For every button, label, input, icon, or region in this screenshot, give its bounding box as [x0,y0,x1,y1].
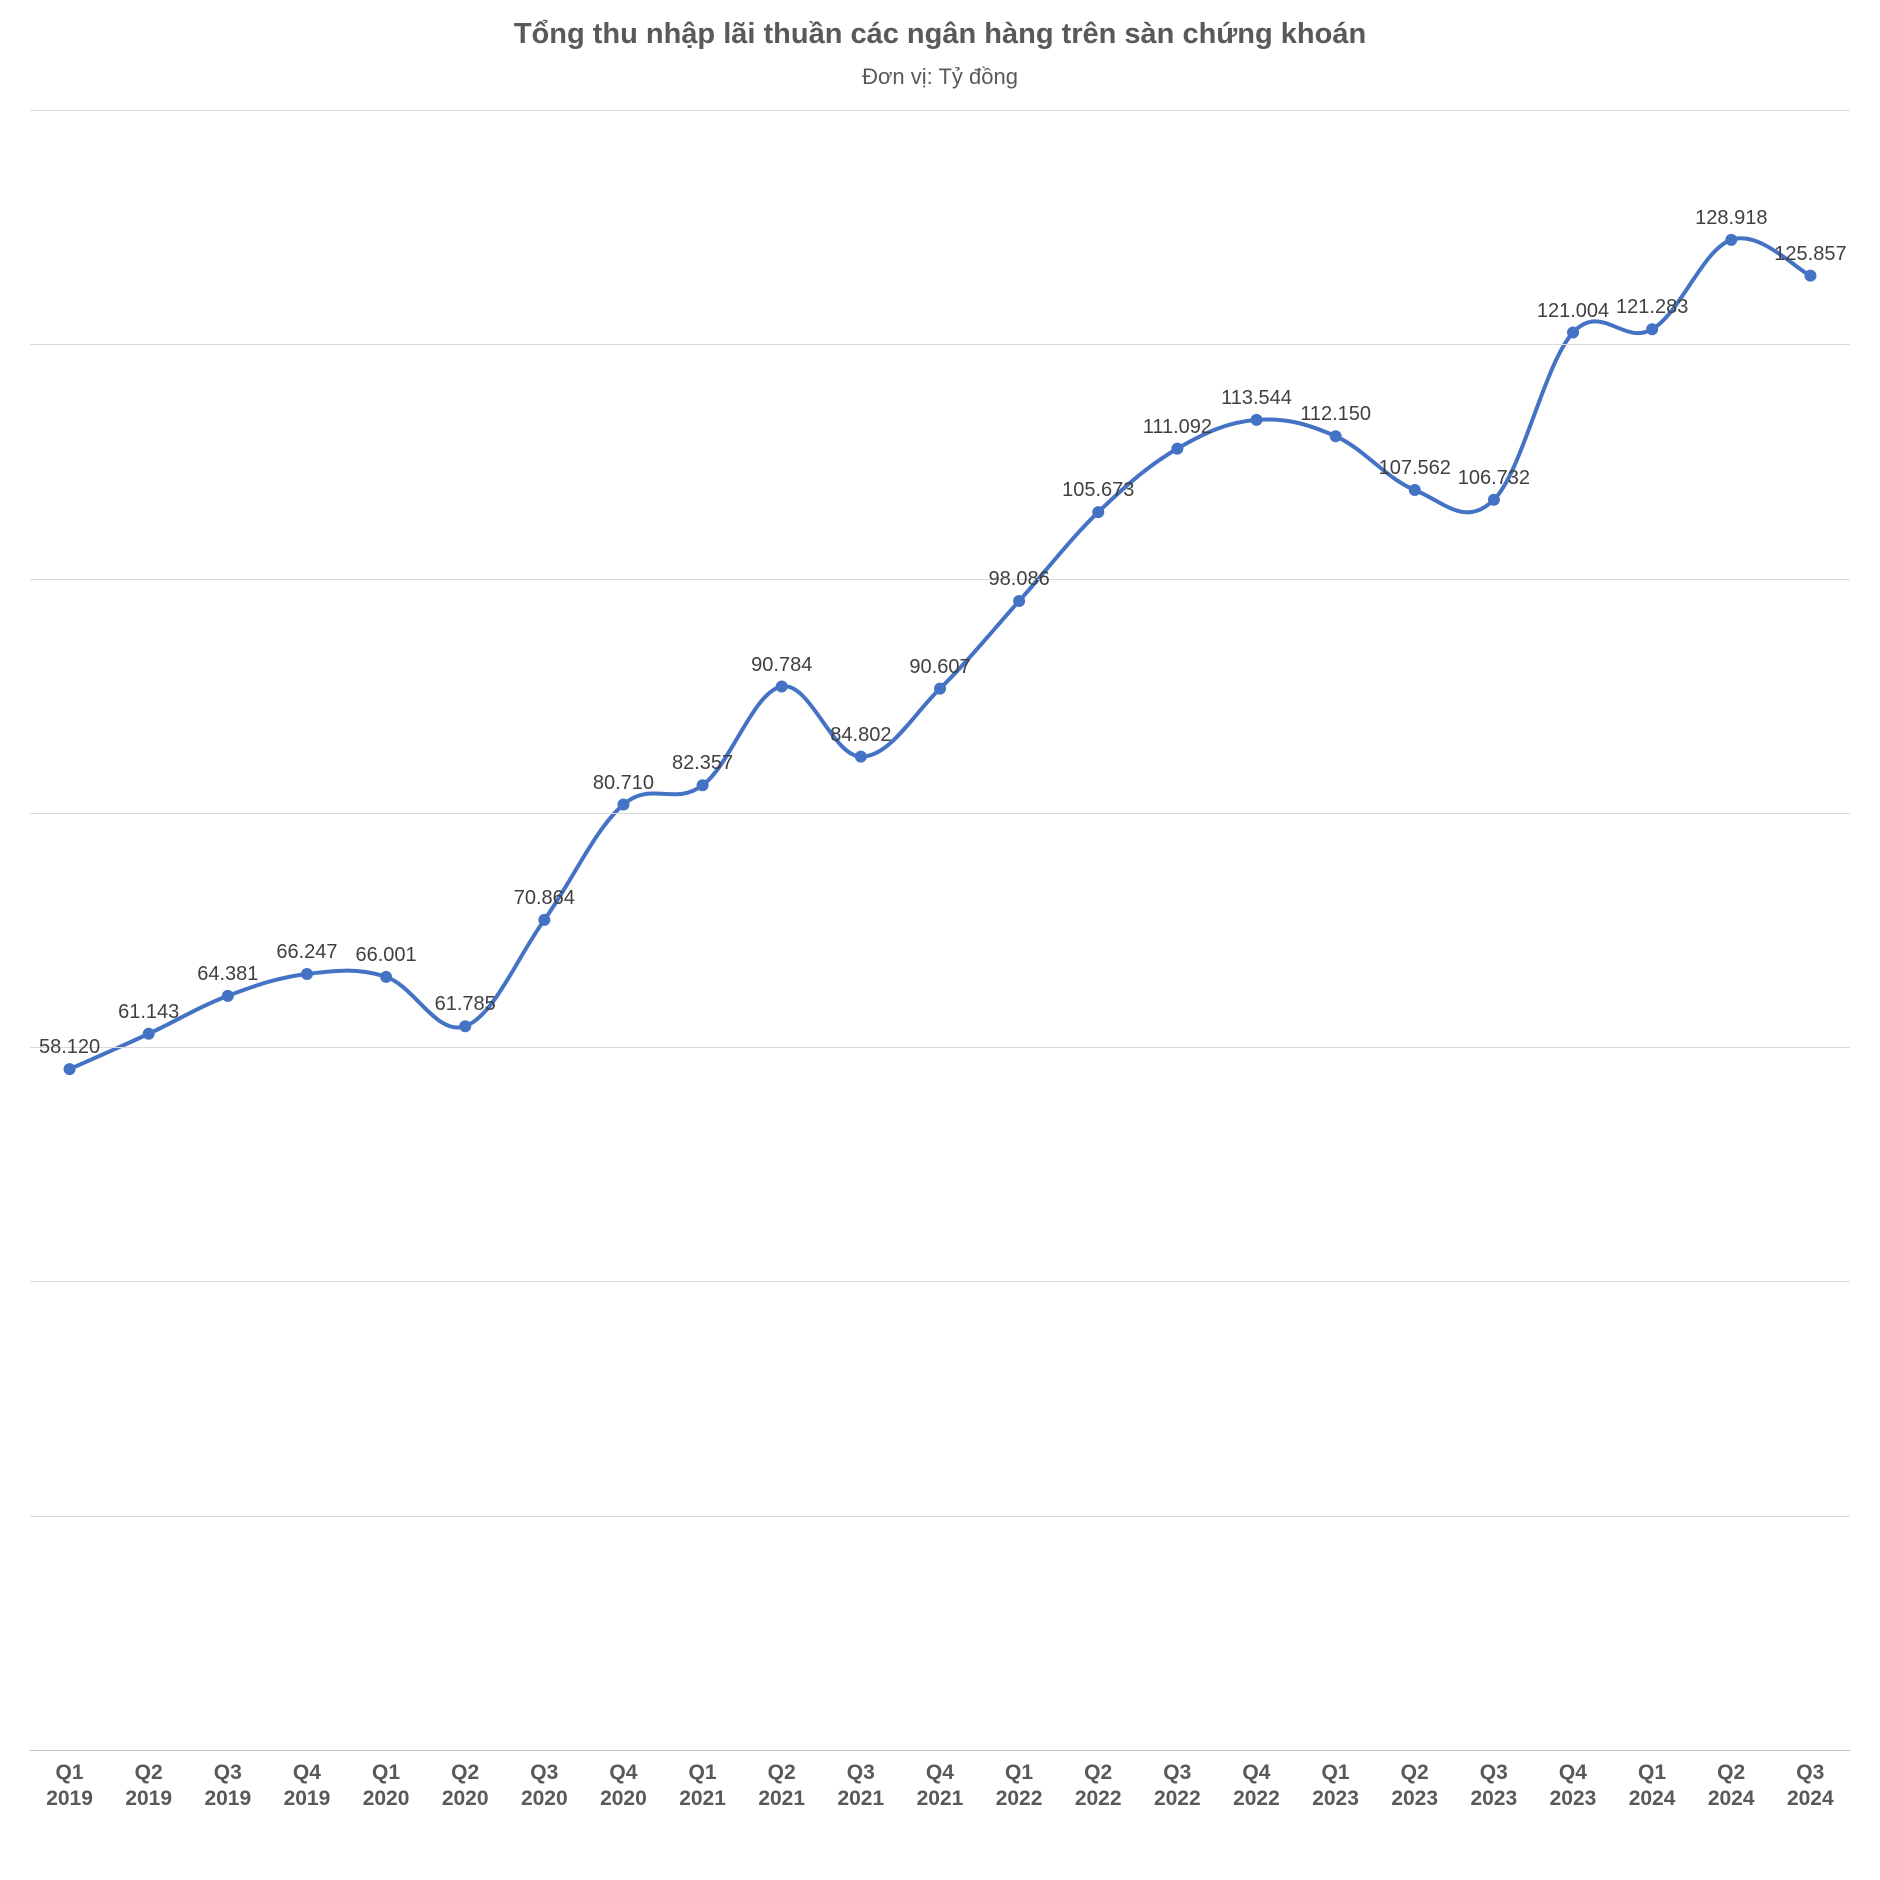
data-label: 66.001 [355,944,416,967]
data-point [538,914,550,926]
x-axis-label: Q2 2022 [1059,1760,1138,1813]
x-axis-label: Q1 2020 [347,1760,426,1813]
data-label: 58.120 [39,1036,100,1059]
grid-line [30,813,1850,814]
x-axis-label: Q4 2019 [267,1760,346,1813]
x-axis-label: Q1 2022 [980,1760,1059,1813]
data-label: 105.673 [1062,479,1134,502]
data-point [1646,323,1658,335]
data-point [776,681,788,693]
data-point [1171,443,1183,455]
data-label: 121.283 [1616,296,1688,319]
x-axis-label: Q1 2019 [30,1760,109,1813]
x-axis-label: Q4 2023 [1533,1760,1612,1813]
grid-line [30,110,1850,111]
data-point [697,779,709,791]
data-point [64,1063,76,1075]
x-axis-label: Q1 2024 [1613,1760,1692,1813]
data-label: 107.562 [1379,457,1451,480]
grid-line [30,579,1850,580]
data-point [301,968,313,980]
grid-line [30,344,1850,345]
data-label: 125.857 [1774,243,1846,266]
data-label: 90.784 [751,654,812,677]
x-axis-label: Q2 2020 [426,1760,505,1813]
x-axis-label: Q4 2021 [900,1760,979,1813]
data-label: 128.918 [1695,207,1767,230]
data-point [1251,414,1263,426]
x-axis-label: Q2 2023 [1375,1760,1454,1813]
data-point [143,1028,155,1040]
data-point [380,971,392,983]
x-axis-label: Q2 2024 [1692,1760,1771,1813]
data-point [1013,595,1025,607]
data-label: 98.086 [989,568,1050,591]
grid-line [30,1281,1850,1282]
line-series [30,110,1850,1750]
x-axis-label: Q3 2020 [505,1760,584,1813]
data-point [617,799,629,811]
data-label: 64.381 [197,963,258,986]
data-point [1488,494,1500,506]
x-axis-label: Q3 2022 [1138,1760,1217,1813]
data-label: 111.092 [1143,416,1212,439]
x-axis-label: Q1 2023 [1296,1760,1375,1813]
data-label: 61.143 [118,1001,179,1024]
data-label: 113.544 [1221,387,1292,410]
grid-line [30,1047,1850,1048]
x-axis-label: Q3 2024 [1771,1760,1850,1813]
data-point [1804,270,1816,282]
x-axis-labels: Q1 2019Q2 2019Q3 2019Q4 2019Q1 2020Q2 20… [30,1760,1850,1813]
data-label: 84.802 [830,724,891,747]
x-axis-label: Q3 2023 [1454,1760,1533,1813]
data-label: 80.710 [593,772,654,795]
data-label: 112.150 [1300,403,1371,426]
data-label: 70.864 [514,887,575,910]
plot-area: 58.120 61.143 64.381 66.247 66.001 61.785 70.8… [30,110,1850,1750]
x-axis-label: Q4 2022 [1217,1760,1296,1813]
chart-subtitle: Đơn vị: Tỷ đồng [0,64,1880,90]
x-axis-label: Q3 2019 [188,1760,267,1813]
data-point [934,683,946,695]
data-point [222,990,234,1002]
grid-line [30,1750,1850,1751]
x-axis-label: Q2 2019 [109,1760,188,1813]
data-point [1409,484,1421,496]
data-label: 90.607 [909,656,970,679]
data-label: 121.004 [1537,300,1609,323]
data-point [1092,506,1104,518]
x-axis-label: Q4 2020 [584,1760,663,1813]
line-chart: Tổng thu nhập lãi thuần các ngân hàng tr… [0,0,1880,1880]
data-point [1330,430,1342,442]
data-point [459,1020,471,1032]
data-point [855,751,867,763]
x-axis-label: Q2 2021 [742,1760,821,1813]
grid-line [30,1516,1850,1517]
x-axis-label: Q1 2021 [663,1760,742,1813]
x-axis-label: Q3 2021 [821,1760,900,1813]
chart-title: Tổng thu nhập lãi thuần các ngân hàng tr… [0,18,1880,51]
data-label: 66.247 [276,941,337,964]
data-point [1725,234,1737,246]
data-label: 61.785 [435,993,496,1016]
data-label: 82.357 [672,752,733,775]
data-label: 106.732 [1458,467,1530,490]
data-point [1567,327,1579,339]
